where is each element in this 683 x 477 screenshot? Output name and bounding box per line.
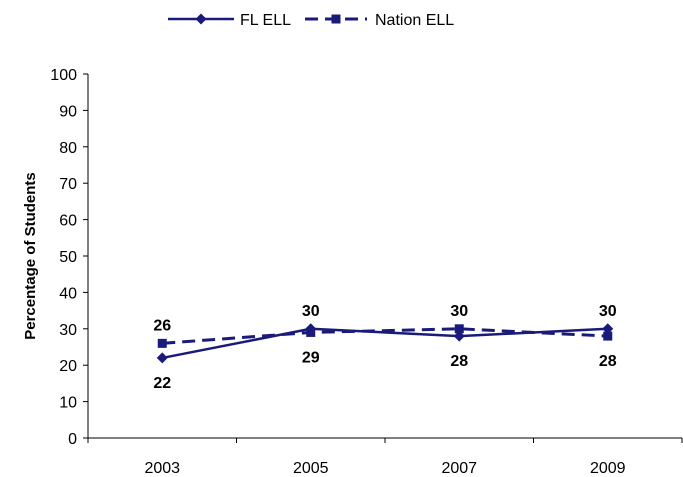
point-nation-ell-2005 [306,327,316,337]
point-fl-ell-2003 [156,352,168,364]
point-fl-ell-2007 [453,330,465,342]
y-tick-label-90: 90 [59,103,77,120]
data-label-fl-ell-2007: 28 [450,353,468,370]
data-label-fl-ell-2003: 22 [153,375,171,392]
legend-label-nation-ell: Nation ELL [375,12,454,29]
series-group [156,323,614,364]
y-axis-title: Percentage of Students [22,172,39,340]
y-tick-label-10: 10 [59,395,77,412]
y-tick-label-20: 20 [59,358,77,375]
y-tick-labels: 0 10 20 30 40 50 60 70 80 90 100 [50,67,77,448]
legend: FL ELL Nation ELL [168,12,454,29]
x-tick-label-2003: 2003 [144,460,180,477]
y-tick-label-80: 80 [59,140,77,157]
x-tick-label-2009: 2009 [590,460,626,477]
data-label-nation-ell-2007: 30 [450,303,468,320]
point-nation-ell-2003 [157,338,167,348]
data-label-nation-ell-2003: 26 [153,317,171,334]
legend-marker-fl-ell [195,13,207,25]
y-tick-label-60: 60 [59,213,77,230]
y-tick-label-100: 100 [50,67,77,84]
series-line-fl-ell [162,327,608,360]
y-tick-label-50: 50 [59,249,77,266]
y-tick-label-30: 30 [59,322,77,339]
x-tick-label-2005: 2005 [293,460,329,477]
data-label-nation-ell-2005: 29 [302,349,320,366]
legend-marker-nation-ell [331,14,341,24]
point-fl-ell-2009 [602,323,614,335]
data-labels: 22 26 30 29 28 30 30 28 [153,303,616,392]
y-tick-label-0: 0 [68,431,77,448]
point-nation-ell-2007 [454,324,464,334]
series-line-nation-ell [162,327,608,345]
legend-label-fl-ell: FL ELL [240,12,291,29]
point-nation-ell-2009 [603,331,613,341]
axes [83,73,683,443]
data-label-fl-ell-2005: 30 [302,303,320,320]
x-tick-label-2007: 2007 [441,460,477,477]
data-label-nation-ell-2009: 28 [599,353,617,370]
x-tick-labels: 2003 2005 2007 2009 [144,460,625,477]
y-tick-label-70: 70 [59,176,77,193]
data-label-fl-ell-2009: 30 [599,303,617,320]
y-tick-label-40: 40 [59,285,77,302]
